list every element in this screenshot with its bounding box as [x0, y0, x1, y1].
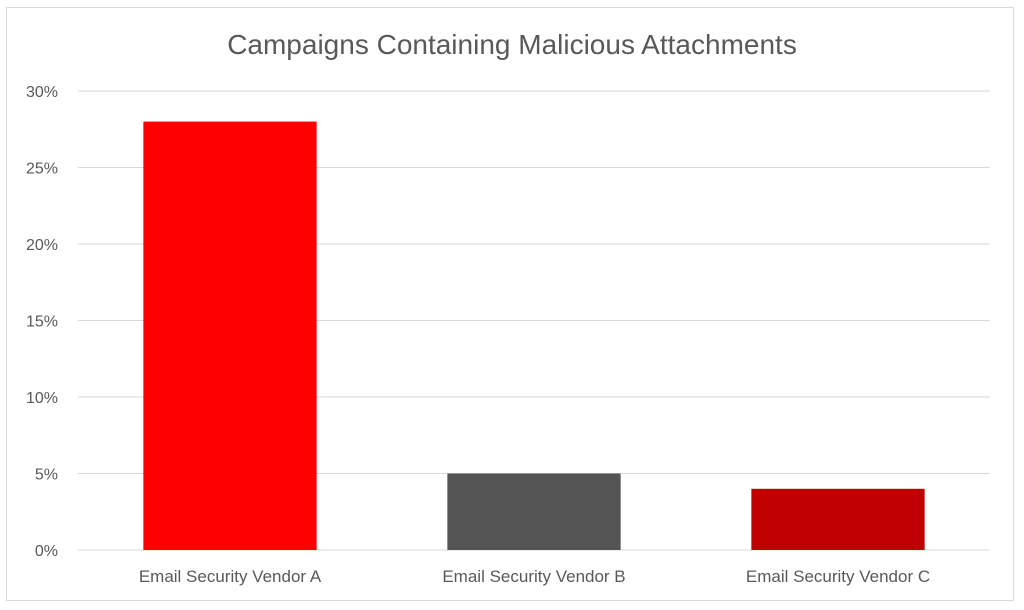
y-tick-label: 10% — [26, 390, 58, 407]
y-tick-label: 30% — [26, 84, 58, 101]
x-axis-categories: Email Security Vendor A Email Security Ve… — [139, 567, 930, 586]
y-axis-ticks: 0% 5% 10% 15% 20% 25% 30% — [26, 84, 58, 560]
x-category-label: Email Security Vendor B — [442, 567, 625, 586]
y-tick-label: 20% — [26, 237, 58, 254]
y-tick-label: 5% — [35, 467, 58, 484]
x-category-label: Email Security Vendor A — [139, 567, 322, 586]
y-tick-label: 15% — [26, 314, 58, 331]
bar — [143, 121, 317, 550]
y-tick-label: 25% — [26, 161, 58, 178]
bar — [751, 488, 925, 550]
chart-title: Campaigns Containing Malicious Attachmen… — [227, 29, 797, 60]
y-tick-label: 0% — [35, 543, 58, 560]
bars — [143, 121, 925, 550]
bar — [447, 473, 621, 550]
x-category-label: Email Security Vendor C — [746, 567, 930, 586]
